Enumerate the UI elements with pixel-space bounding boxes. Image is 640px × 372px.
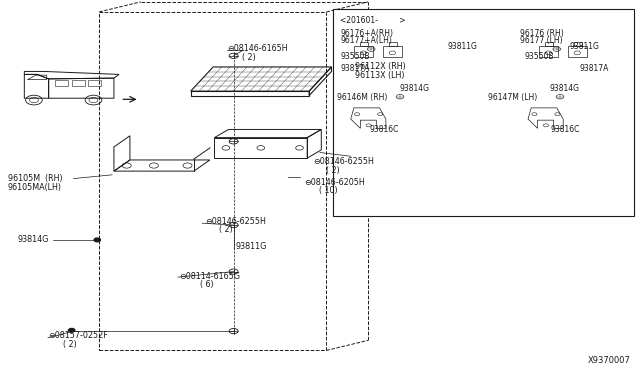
Text: 96146M (RH): 96146M (RH) — [337, 93, 388, 102]
Text: 93814G: 93814G — [18, 235, 49, 244]
Text: ( 10): ( 10) — [319, 186, 337, 195]
Text: ( 2): ( 2) — [326, 166, 340, 174]
Circle shape — [68, 328, 75, 332]
Text: 93550B: 93550B — [525, 52, 554, 61]
Text: 93817A: 93817A — [340, 64, 370, 73]
Text: ⊖08146-6255H: ⊖08146-6255H — [205, 217, 266, 226]
Text: 96112X (RH): 96112X (RH) — [355, 62, 406, 71]
Text: 93817A: 93817A — [579, 64, 609, 73]
Text: ( 2): ( 2) — [219, 225, 232, 234]
Text: 96176 (RH): 96176 (RH) — [520, 29, 563, 38]
Text: <201601-         >: <201601- > — [340, 16, 406, 25]
Text: 93811G: 93811G — [236, 242, 267, 251]
Text: 93811G: 93811G — [570, 42, 600, 51]
Text: X9370007: X9370007 — [588, 356, 630, 365]
Text: ⊖08146-6205H: ⊖08146-6205H — [304, 178, 365, 187]
Text: 96147M (LH): 96147M (LH) — [488, 93, 537, 102]
Text: ⊖08114-6165G: ⊖08114-6165G — [179, 272, 240, 280]
Text: 93550B: 93550B — [340, 52, 370, 61]
Text: ( 6): ( 6) — [200, 280, 213, 289]
Text: 93816C: 93816C — [550, 125, 580, 134]
Bar — [333, 9, 634, 216]
Text: 93814G: 93814G — [549, 84, 579, 93]
Text: 96105MA(LH): 96105MA(LH) — [8, 183, 61, 192]
Text: 96177 (LH): 96177 (LH) — [520, 36, 563, 45]
Text: 96176+A(RH): 96176+A(RH) — [340, 29, 394, 38]
Text: ⊖08146-6165H: ⊖08146-6165H — [227, 44, 288, 53]
Text: 96113X (LH): 96113X (LH) — [355, 71, 404, 80]
Text: ⊖08157-0252F: ⊖08157-0252F — [48, 331, 108, 340]
Text: 93811G: 93811G — [448, 42, 478, 51]
Text: ⊖08146-6255H: ⊖08146-6255H — [314, 157, 374, 166]
Text: ( 2): ( 2) — [242, 53, 255, 62]
Text: 96105M  (RH): 96105M (RH) — [8, 174, 62, 183]
Text: ( 2): ( 2) — [63, 340, 76, 349]
Text: 96177+A(LH): 96177+A(LH) — [340, 36, 392, 45]
Text: 93814G: 93814G — [399, 84, 429, 93]
Circle shape — [94, 238, 100, 242]
Text: 93816C: 93816C — [370, 125, 399, 134]
